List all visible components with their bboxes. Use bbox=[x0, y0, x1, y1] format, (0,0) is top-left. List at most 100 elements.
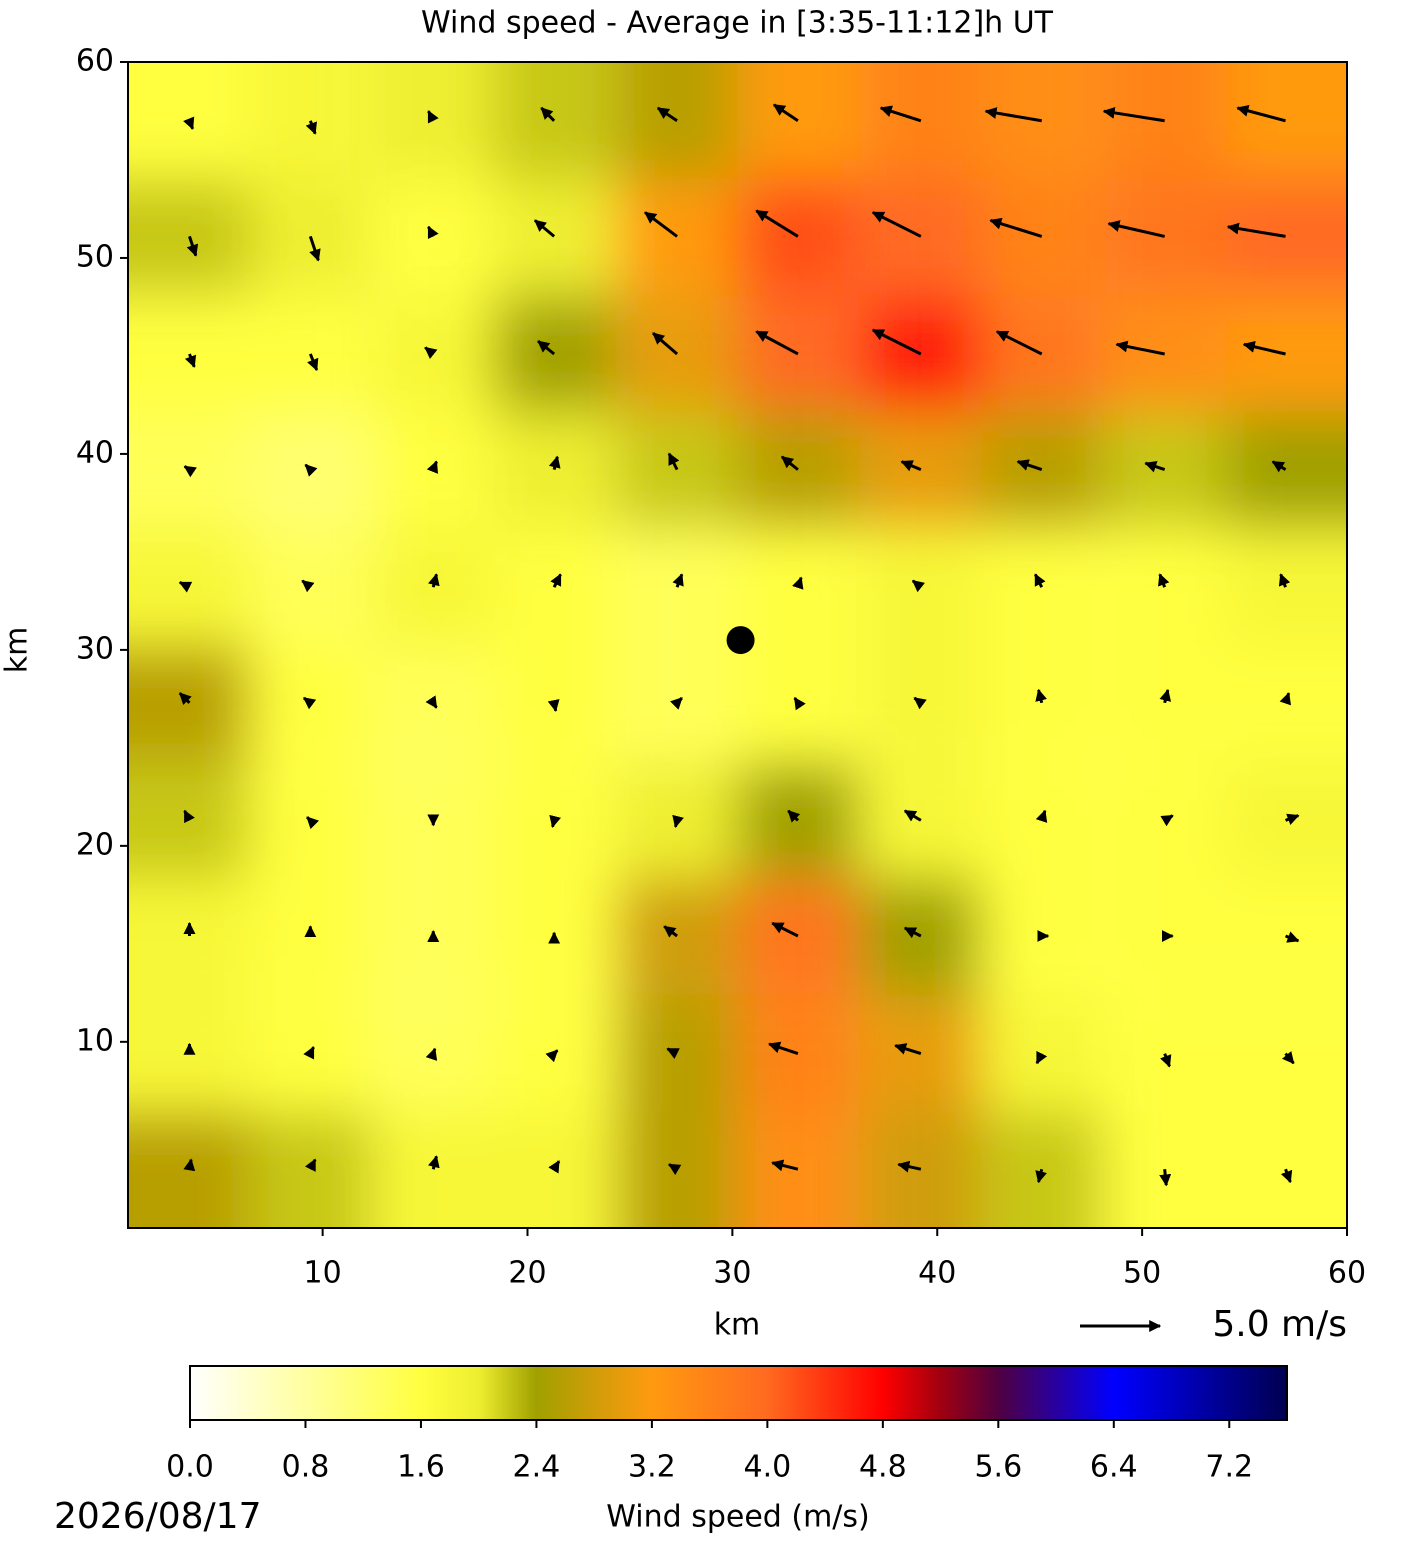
heat-cell bbox=[860, 645, 983, 762]
heat-cell bbox=[128, 62, 251, 180]
wind-arrow bbox=[871, 328, 922, 356]
heat-cell bbox=[128, 1111, 251, 1228]
wind-arrow bbox=[663, 925, 678, 938]
heat-cell bbox=[860, 411, 983, 529]
wind-arrow bbox=[428, 1155, 440, 1170]
wind-arrow bbox=[903, 926, 922, 939]
quiver-key-label: 5.0 m/s bbox=[1212, 1304, 1347, 1345]
heat-cell bbox=[249, 62, 372, 180]
wind-arrow bbox=[755, 330, 799, 356]
heat-cell bbox=[1225, 411, 1347, 529]
wind-arrow bbox=[793, 697, 806, 711]
colorbar: 0.0 0.8 1.6 2.4 3.2 4.0 4.8 5.6 6.4 7.2 bbox=[166, 1365, 1288, 1485]
heat-cell bbox=[737, 62, 860, 180]
wind-arrow bbox=[1035, 809, 1048, 823]
wind-arrow bbox=[995, 330, 1043, 356]
heat-cell bbox=[1225, 1111, 1347, 1228]
wind-arrow bbox=[672, 573, 684, 588]
wind-arrow bbox=[1226, 222, 1286, 238]
heat-cell bbox=[981, 1111, 1104, 1228]
plot-frame bbox=[127, 61, 1348, 1229]
heat-cell bbox=[1225, 878, 1347, 995]
heat-cell bbox=[737, 1111, 860, 1228]
heat-cell bbox=[249, 878, 372, 995]
wind-arrow bbox=[1279, 692, 1292, 706]
wind-arrow bbox=[548, 1160, 561, 1174]
heat-cell bbox=[1225, 529, 1347, 646]
heat-cell bbox=[128, 296, 251, 413]
wind-arrow bbox=[545, 1049, 559, 1063]
wind-arrow bbox=[771, 921, 799, 938]
wind-arrow bbox=[792, 576, 804, 590]
heat-cell bbox=[737, 762, 860, 880]
heat-cell bbox=[616, 995, 739, 1113]
colorbar-tick-label: 6.4 bbox=[1090, 1450, 1138, 1485]
wind-arrow bbox=[547, 699, 560, 712]
heat-cell bbox=[737, 645, 860, 762]
heat-cell bbox=[1225, 995, 1347, 1113]
wind-arrow bbox=[548, 455, 561, 470]
heat-cell bbox=[737, 411, 860, 529]
heat-cell bbox=[493, 296, 616, 413]
heat-cell bbox=[1225, 296, 1347, 413]
heat-cell bbox=[981, 529, 1104, 646]
wind-vectors bbox=[178, 103, 1300, 1187]
wind-arrow bbox=[1242, 340, 1286, 356]
colorbar-tick-label: 0.8 bbox=[282, 1450, 330, 1485]
wind-arrow bbox=[304, 1158, 317, 1172]
colorbar-tick-label: 0.0 bbox=[166, 1450, 214, 1485]
x-tick-label: 10 bbox=[304, 1256, 342, 1291]
heat-cell bbox=[372, 178, 495, 296]
heat-cell bbox=[981, 178, 1104, 296]
heat-cell bbox=[860, 62, 983, 180]
heat-cell bbox=[860, 995, 983, 1113]
wind-arrow bbox=[540, 106, 556, 122]
wind-arrow bbox=[308, 235, 321, 262]
wind-arrow bbox=[989, 217, 1043, 238]
wind-arrow bbox=[871, 211, 922, 238]
heat-cell bbox=[1104, 296, 1227, 413]
heat-cell bbox=[249, 995, 372, 1113]
wind-arrow bbox=[667, 452, 680, 471]
date: 2026/08/17 bbox=[54, 1496, 262, 1537]
wind-arrow bbox=[787, 809, 801, 823]
heat-cell bbox=[372, 411, 495, 529]
heat-cell bbox=[493, 529, 616, 646]
heat-cell bbox=[616, 878, 739, 995]
wind-arrow bbox=[1236, 104, 1286, 123]
wind-arrow bbox=[1285, 931, 1300, 943]
colorbar-tick-label: 4.0 bbox=[744, 1450, 792, 1485]
wind-arrow bbox=[550, 573, 562, 588]
wind-arrow bbox=[781, 455, 799, 471]
wind-arrow bbox=[1285, 813, 1300, 826]
wind-arrow bbox=[984, 107, 1042, 123]
wind-arrow bbox=[183, 1158, 196, 1172]
heat-cell bbox=[860, 878, 983, 995]
wind-arrow bbox=[900, 460, 922, 472]
wind-arrow bbox=[301, 579, 315, 593]
wind-arrow bbox=[669, 696, 683, 710]
wind-arrow bbox=[879, 105, 922, 123]
wind-arrow bbox=[652, 332, 679, 356]
heat-cell bbox=[493, 878, 616, 995]
wind-arrow bbox=[304, 463, 318, 477]
heat-cell bbox=[981, 411, 1104, 529]
wind-arrow bbox=[427, 110, 439, 124]
heat-cell bbox=[981, 296, 1104, 413]
wind-arrow bbox=[1115, 340, 1165, 356]
y-tick-label: 60 bbox=[76, 44, 114, 79]
y-tick-label: 50 bbox=[76, 239, 114, 274]
heat-cell bbox=[249, 762, 372, 880]
wind-arrow bbox=[1271, 460, 1287, 473]
heat-cell bbox=[1225, 645, 1347, 762]
wind-arrow bbox=[911, 579, 926, 593]
colorbar-tick-label: 1.6 bbox=[397, 1450, 445, 1485]
wind-arrow bbox=[767, 1041, 799, 1056]
heat-cell bbox=[981, 645, 1104, 762]
wind-arrow bbox=[178, 692, 192, 706]
heat-cell bbox=[372, 529, 495, 646]
wind-arrow bbox=[656, 106, 678, 123]
colorbar-label: Wind speed (m/s) bbox=[606, 1500, 869, 1535]
heat-cell bbox=[372, 296, 495, 413]
heat-cell bbox=[616, 296, 739, 413]
